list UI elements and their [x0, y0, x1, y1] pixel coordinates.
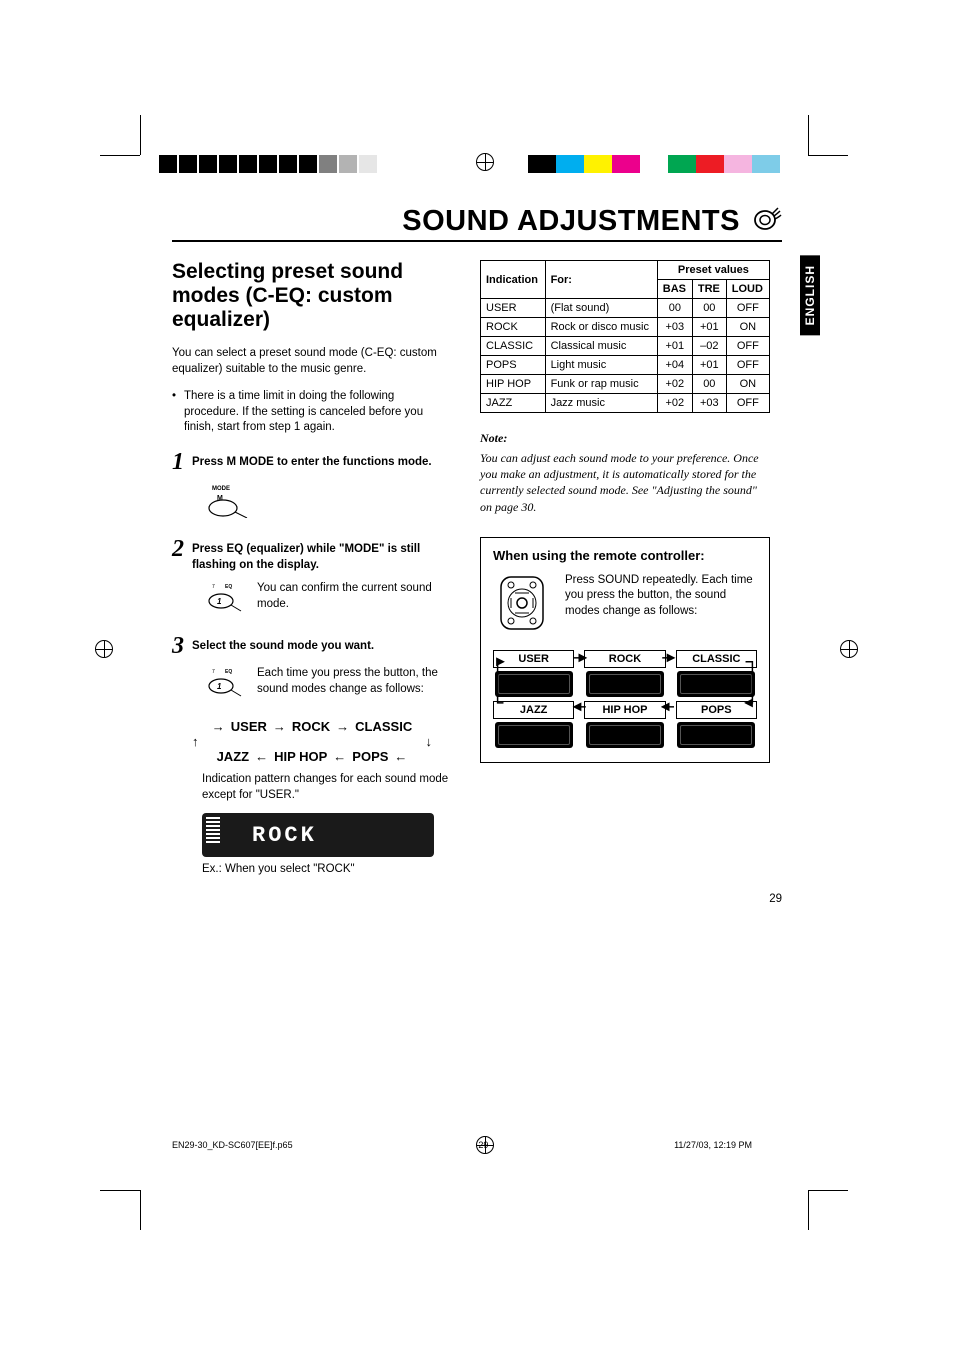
step-text: Select the sound mode you want.	[192, 634, 374, 655]
mode-cell: POPS	[676, 701, 757, 748]
section-subtitle: Selecting preset sound modes (C-EQ: cust…	[172, 260, 452, 332]
crop-mark	[100, 155, 140, 156]
flow-label: USER	[231, 719, 267, 734]
th-bas: BAS	[657, 280, 692, 299]
eq-button-image: 7 EQ 1	[207, 581, 247, 620]
step-2: 2 Press EQ (equalizer) while "MODE" is s…	[172, 537, 452, 573]
crop-mark	[808, 1190, 809, 1230]
mode-cell: ROCK	[584, 650, 665, 697]
svg-text:1: 1	[217, 597, 222, 606]
step-number: 3	[172, 634, 184, 658]
mode-cell: CLASSIC	[676, 650, 757, 697]
flow-label: POPS	[352, 749, 388, 764]
m-mode-button-image: MODE M	[207, 482, 452, 523]
remote-text: Press SOUND repeatedly. Each time you pr…	[565, 573, 757, 620]
mode-cell: JAZZ	[493, 701, 574, 748]
step-3: 3 Select the sound mode you want.	[172, 634, 452, 658]
th-loud: LOUD	[726, 280, 769, 299]
mode-cell: USER	[493, 650, 574, 697]
page-title: SOUND ADJUSTMENTS	[172, 205, 740, 238]
svg-text:1: 1	[217, 682, 222, 691]
remote-image	[493, 573, 551, 638]
register-mark-icon	[840, 640, 858, 658]
lcd-text: ROCK	[252, 823, 317, 848]
step-number: 2	[172, 537, 184, 561]
mode-label: HIP HOP	[584, 701, 665, 719]
remote-mode-grid: USER ROCK CLASSIC JAZZ	[493, 650, 757, 748]
remote-controller-box: When using the remote controller:	[480, 537, 770, 763]
eq-button-image: 7 EQ 1	[207, 666, 247, 705]
language-tab: ENGLISH	[800, 255, 820, 335]
th-indication: Indication	[481, 261, 546, 299]
svg-text:7: 7	[212, 584, 215, 590]
note-text: There is a time limit in doing the follo…	[184, 390, 423, 433]
flow-label: JAZZ	[217, 749, 250, 764]
mode-label: USER	[493, 650, 574, 668]
speaker-icon	[752, 206, 782, 237]
crop-mark	[808, 155, 848, 156]
table-row: USER(Flat sound)0000OFF	[481, 299, 770, 318]
crop-mark	[808, 1190, 848, 1191]
step-text: Press EQ (equalizer) while "MODE" is sti…	[192, 537, 452, 573]
mode-label: ROCK	[584, 650, 665, 668]
page-number: 29	[769, 893, 782, 905]
title-bar: SOUND ADJUSTMENTS	[172, 205, 782, 242]
flow-label: ROCK	[292, 719, 330, 734]
page: ENGLISH SOUND ADJUSTMENTS Selecting pres…	[172, 205, 782, 875]
note-body: You can adjust each sound mode to your p…	[480, 450, 770, 515]
footer-file: EN29-30_KD-SC607[EE]f.p65	[172, 1140, 293, 1150]
footer-page: 29	[478, 1140, 488, 1150]
step-1: 1 Press M MODE to enter the functions mo…	[172, 450, 452, 474]
th-tre: TRE	[692, 280, 726, 299]
crop-mark	[140, 1190, 141, 1230]
step-text: Press M MODE to enter the functions mode…	[192, 450, 432, 471]
table-row: CLASSICClassical music+01–02OFF	[481, 337, 770, 356]
lcd-display-image: ROCK	[202, 813, 452, 857]
th-preset: Preset values	[657, 261, 769, 280]
note-heading: Note:	[480, 431, 770, 446]
mode-cell: HIP HOP	[584, 701, 665, 748]
flow-caption: Indication pattern changes for each soun…	[202, 772, 452, 803]
dash-row	[159, 155, 379, 173]
mode-label: POPS	[676, 701, 757, 719]
preset-table: Indication For: Preset values BAS TRE LO…	[480, 260, 770, 413]
crop-mark	[808, 115, 809, 155]
table-row: HIP HOPFunk or rap music+0200ON	[481, 375, 770, 394]
left-column: Selecting preset sound modes (C-EQ: cust…	[172, 260, 452, 875]
flow-label: CLASSIC	[355, 719, 412, 734]
th-for: For:	[545, 261, 657, 299]
remote-title: When using the remote controller:	[493, 548, 757, 563]
table-row: POPSLight music+04+01OFF	[481, 356, 770, 375]
footer: EN29-30_KD-SC607[EE]f.p65 29 11/27/03, 1…	[172, 1140, 752, 1150]
mode-label: JAZZ	[493, 701, 574, 719]
print-marks	[0, 145, 954, 175]
display-caption: Ex.: When you select "ROCK"	[202, 863, 452, 875]
register-mark-icon	[95, 640, 113, 658]
svg-text:MODE: MODE	[212, 486, 230, 492]
time-limit-note: There is a time limit in doing the follo…	[172, 389, 452, 436]
footer-date: 11/27/03, 12:19 PM	[674, 1140, 752, 1150]
mode-label: CLASSIC	[676, 650, 757, 668]
step-number: 1	[172, 450, 184, 474]
register-mark-icon	[476, 153, 494, 171]
crop-mark	[140, 115, 141, 155]
table-row: ROCKRock or disco music+03+01ON	[481, 318, 770, 337]
crop-mark	[100, 1190, 140, 1191]
flow-label: HIP HOP	[274, 749, 327, 764]
mode-flow-diagram: → USER → ROCK → CLASSIC ↑↓ JAZZ ← HIP HO…	[172, 719, 452, 764]
right-column: Indication For: Preset values BAS TRE LO…	[480, 260, 770, 875]
color-bar	[528, 155, 780, 173]
intro-text: You can select a preset sound mode (C-EQ…	[172, 346, 452, 377]
table-row: JAZZJazz music+02+03OFF	[481, 394, 770, 413]
svg-text:EQ: EQ	[225, 584, 232, 590]
svg-text:EQ: EQ	[225, 669, 232, 675]
svg-text:7: 7	[212, 669, 215, 675]
